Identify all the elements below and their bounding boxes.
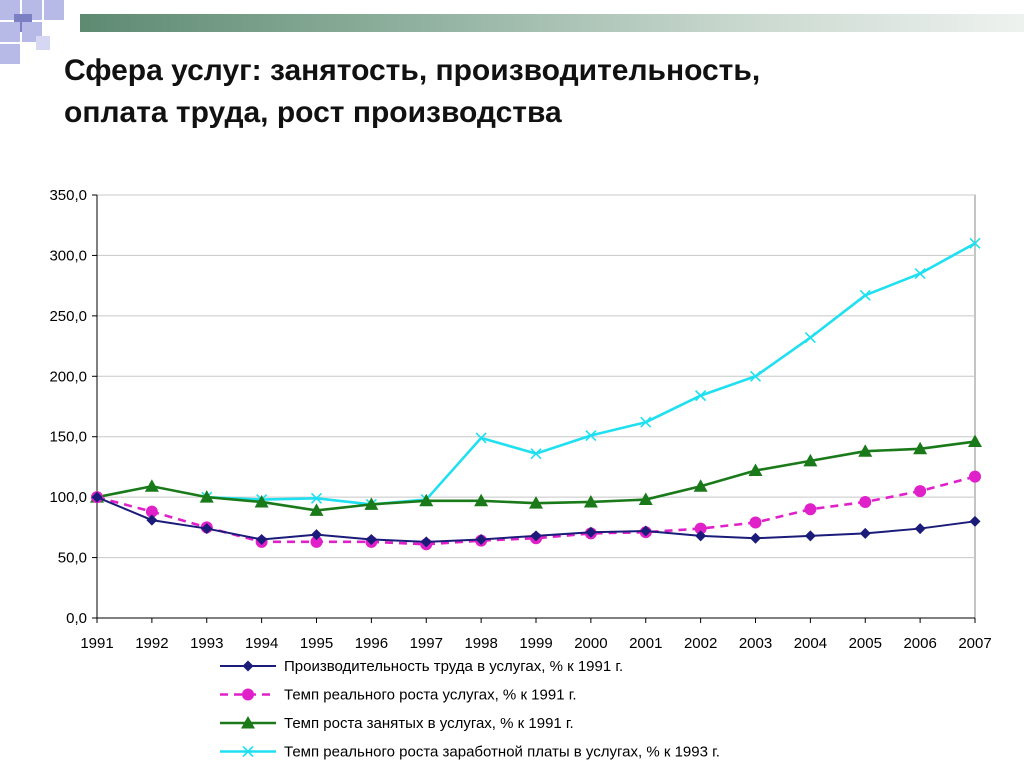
data-point (309, 503, 324, 516)
x-tick-label: 1994 (245, 635, 278, 652)
data-point (475, 533, 487, 545)
x-tick-label: 2003 (739, 635, 772, 652)
data-point (749, 516, 762, 529)
data-point (310, 492, 323, 504)
x-tick-label: 1996 (355, 635, 388, 652)
legend-item-1: Производительность труда в услугах, % к … (220, 658, 623, 675)
series-1 (91, 491, 981, 548)
x-tick-label: 2000 (574, 635, 607, 652)
data-point (640, 416, 652, 428)
legend-label: Темп роста занятых в услугах, % к 1991 г… (284, 715, 574, 732)
x-tick-label: 1997 (410, 635, 443, 652)
data-point (91, 491, 103, 503)
legend-marker (241, 716, 255, 729)
y-tick-label: 200,0 (49, 368, 87, 385)
data-point (364, 497, 379, 510)
slide-header-bar (80, 14, 1024, 32)
data-point (913, 441, 928, 455)
data-point (419, 493, 434, 507)
y-tick-label: 0,0 (66, 610, 87, 627)
data-point (144, 479, 159, 492)
data-point (201, 523, 213, 535)
y-tick-label: 50,0 (58, 550, 87, 567)
x-tick-label: 2006 (903, 635, 936, 652)
legend-marker (242, 745, 254, 758)
data-point (145, 505, 158, 518)
y-tick-label: 150,0 (49, 429, 87, 446)
data-point (804, 530, 816, 542)
data-point (695, 390, 707, 402)
x-tick-label: 2005 (849, 635, 882, 652)
legend-label: Темп реального роста заработной платы в … (284, 744, 720, 761)
slide-corner-decoration (0, 0, 64, 64)
data-point (199, 490, 214, 503)
data-point (969, 470, 981, 483)
data-point (914, 485, 927, 498)
data-point (530, 448, 542, 460)
data-point (804, 503, 817, 516)
legend-marker (242, 660, 254, 672)
slide-title-line-2: оплата труда, рост производства (64, 96, 562, 129)
x-tick-label: 1999 (519, 635, 552, 652)
data-point (529, 496, 543, 509)
data-point (858, 444, 873, 457)
data-point (420, 536, 432, 548)
data-point (749, 370, 762, 382)
data-point (256, 533, 268, 545)
data-point (474, 493, 489, 507)
y-tick-label: 300,0 (49, 247, 87, 264)
data-point (969, 237, 981, 249)
data-point (693, 479, 708, 492)
data-point (694, 522, 707, 535)
data-point (859, 495, 872, 508)
data-point (146, 514, 158, 526)
x-tick-label: 2007 (958, 635, 991, 652)
legend-marker (242, 688, 254, 701)
y-tick-label: 250,0 (49, 308, 87, 325)
legend-item-2: Темп реального роста услугах, % к 1991 г… (220, 687, 577, 704)
slide-title: Сфера услуг: занятость, производительнос… (64, 50, 964, 134)
data-point (583, 494, 598, 508)
legend-item-4: Темп реального роста заработной платы в … (220, 744, 720, 761)
x-tick-label: 1991 (80, 635, 113, 652)
x-tick-label: 1998 (464, 635, 497, 652)
data-point (365, 533, 377, 545)
data-point (585, 526, 597, 538)
x-tick-label: 2002 (684, 635, 717, 652)
slide-title-line-1: Сфера услуг: занятость, производительнос… (64, 54, 761, 87)
data-point (310, 535, 323, 548)
data-point (254, 494, 269, 508)
data-point (748, 463, 763, 477)
data-point (750, 532, 761, 544)
data-point (585, 429, 597, 442)
data-point (803, 453, 818, 467)
y-tick-label: 350,0 (49, 187, 87, 204)
data-point (695, 530, 707, 542)
data-point (968, 434, 982, 448)
x-tick-label: 1995 (300, 635, 333, 652)
data-point (914, 267, 926, 280)
legend-item-3: Темп роста занятых в услугах, % к 1991 г… (220, 715, 574, 732)
data-point (859, 527, 871, 539)
legend-label: Производительность труда в услугах, % к … (284, 658, 623, 675)
data-point (914, 523, 926, 535)
x-tick-label: 1993 (190, 635, 223, 652)
data-point (859, 289, 871, 301)
x-tick-label: 1992 (135, 635, 168, 652)
data-point (969, 515, 981, 527)
x-tick-label: 2004 (794, 635, 827, 652)
data-point (640, 525, 652, 537)
y-tick-label: 100,0 (49, 489, 87, 506)
data-point (804, 332, 816, 344)
data-point (638, 492, 653, 506)
plot-area (96, 194, 976, 619)
data-point (311, 529, 322, 541)
series-4 (201, 237, 981, 510)
data-point (530, 530, 542, 542)
data-point (475, 432, 487, 444)
legend-label: Темп реального роста услугах, % к 1991 г… (284, 687, 577, 704)
x-tick-label: 2001 (629, 635, 662, 652)
